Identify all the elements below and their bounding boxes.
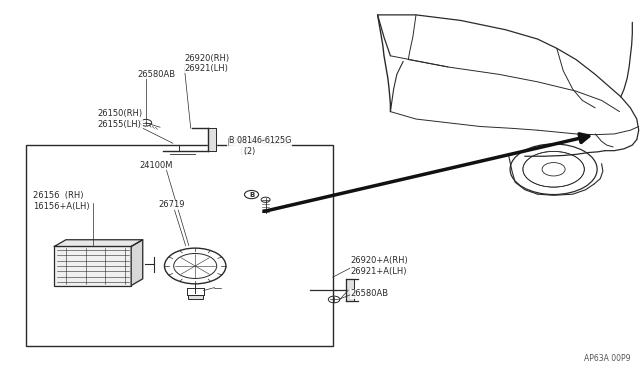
Bar [26,145,333,346]
Text: 26719: 26719 [159,200,185,209]
Text: AP63A 00P9: AP63A 00P9 [584,354,630,363]
Polygon shape [54,240,143,247]
Bar [54,247,131,286]
Polygon shape [208,128,216,151]
Text: B 08146-6125G
      (2): B 08146-6125G (2) [229,136,291,155]
Text: 26920(RH)
26921(LH): 26920(RH) 26921(LH) [184,54,230,73]
Polygon shape [346,279,354,301]
Bar [188,295,203,299]
Text: 24100M: 24100M [140,161,173,170]
Text: 26156  (RH)
16156+A(LH): 26156 (RH) 16156+A(LH) [33,191,90,211]
Text: 26580AB: 26580AB [138,70,176,79]
Polygon shape [131,240,143,286]
Text: 26580AB: 26580AB [351,289,389,298]
Text: 08146-6125G
     (2): 08146-6125G (2) [227,137,289,156]
Text: 26920+A(RH)
26921+A(LH): 26920+A(RH) 26921+A(LH) [351,256,408,276]
Text: 26150(RH)
26155(LH): 26150(RH) 26155(LH) [97,109,143,129]
Text: B: B [249,192,254,198]
